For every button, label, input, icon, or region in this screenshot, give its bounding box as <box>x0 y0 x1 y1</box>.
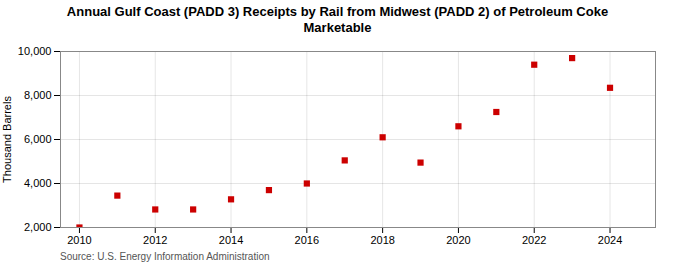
svg-text:Thousand Barrels: Thousand Barrels <box>1 95 13 182</box>
svg-text:2016: 2016 <box>295 234 319 246</box>
html-text:Annual Gulf Coast (PADD 3) Rec: Annual Gulf Coast (PADD 3) Receipts by R… <box>66 4 609 36</box>
svg-text:8,000: 8,000 <box>24 89 52 101</box>
svg-text:6,000: 6,000 <box>24 133 52 145</box>
svg-text:4,000: 4,000 <box>24 177 52 189</box>
svg-text:10,000: 10,000 <box>18 45 52 57</box>
svg-text:2020: 2020 <box>446 234 470 246</box>
svg-text:2022: 2022 <box>522 234 546 246</box>
svg-text:2018: 2018 <box>370 234 394 246</box>
svg-text:2024: 2024 <box>598 234 622 246</box>
svg-text:2014: 2014 <box>219 234 243 246</box>
html-text:Source: U.S. Energy Informatio: Source: U.S. Energy Information Administ… <box>60 250 270 262</box>
svg-text:2010: 2010 <box>67 234 91 246</box>
svg-text:2,000: 2,000 <box>24 221 52 233</box>
svg-text:2012: 2012 <box>143 234 167 246</box>
